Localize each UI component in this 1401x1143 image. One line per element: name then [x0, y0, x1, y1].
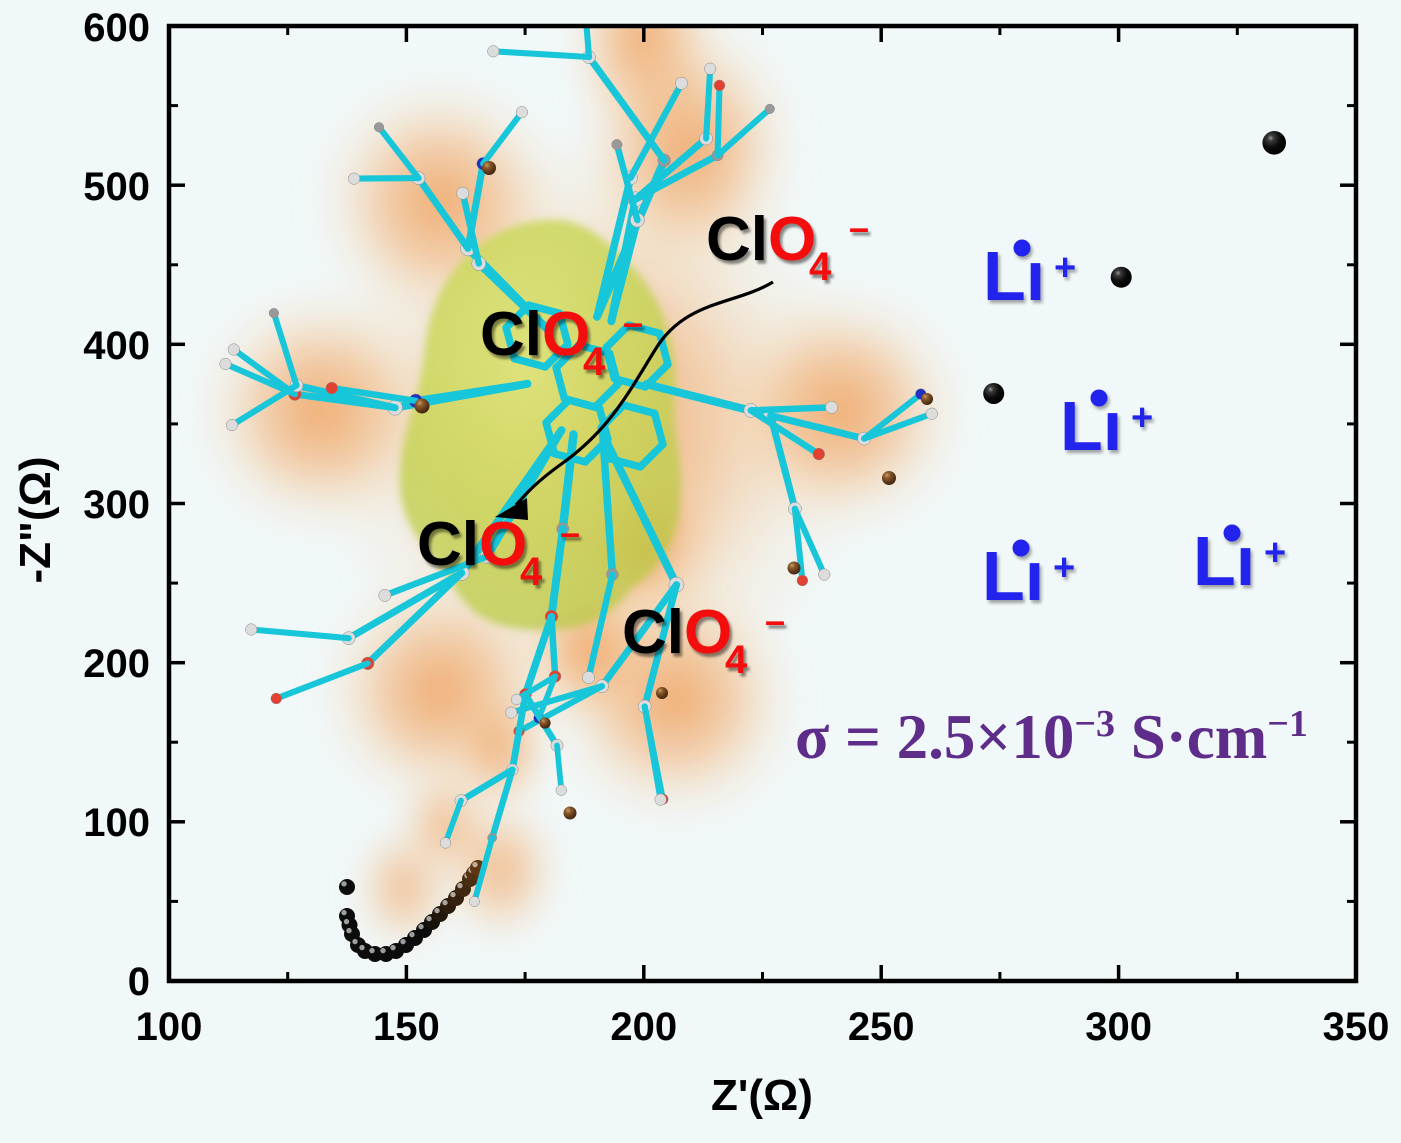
svg-text:+: + — [1131, 397, 1153, 439]
svg-text:100: 100 — [83, 801, 150, 845]
svg-text:300: 300 — [1085, 1005, 1152, 1049]
svg-text:σ = 2.5×10−3 S·cm−1: σ = 2.5×10−3 S·cm−1 — [795, 702, 1308, 772]
svg-text:200: 200 — [83, 642, 150, 686]
svg-text:300: 300 — [83, 483, 150, 527]
svg-text:-Z"(Ω): -Z"(Ω) — [11, 457, 60, 584]
svg-text:200: 200 — [610, 1005, 677, 1049]
svg-text:350: 350 — [1323, 1005, 1390, 1049]
svg-text:400: 400 — [83, 324, 150, 368]
svg-text:+: + — [1054, 247, 1076, 289]
svg-text:100: 100 — [136, 1005, 203, 1049]
svg-text:0: 0 — [128, 960, 150, 1004]
svg-text:Z'(Ω): Z'(Ω) — [711, 1071, 813, 1120]
svg-text:500: 500 — [83, 165, 150, 209]
svg-text:150: 150 — [373, 1005, 440, 1049]
svg-text:250: 250 — [848, 1005, 915, 1049]
svg-text:600: 600 — [83, 6, 150, 50]
svg-text:+: + — [1264, 532, 1286, 574]
svg-text:+: + — [1053, 547, 1075, 589]
